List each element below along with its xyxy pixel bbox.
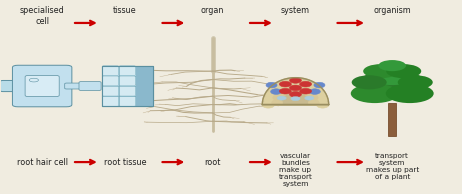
Ellipse shape <box>280 81 292 87</box>
Ellipse shape <box>298 81 311 87</box>
Text: tissue: tissue <box>113 6 137 15</box>
Ellipse shape <box>307 95 318 101</box>
FancyBboxPatch shape <box>12 65 72 107</box>
Ellipse shape <box>299 87 310 93</box>
Text: specialised
cell: specialised cell <box>20 6 65 26</box>
FancyBboxPatch shape <box>65 83 84 89</box>
Ellipse shape <box>276 90 287 96</box>
Text: root tissue: root tissue <box>104 158 146 167</box>
Text: vascular
bundles
make up
transport
system: vascular bundles make up transport syste… <box>279 153 312 187</box>
Ellipse shape <box>290 78 302 83</box>
Ellipse shape <box>274 83 286 90</box>
Ellipse shape <box>280 81 292 87</box>
Text: transport
system
makes up part
of a plant: transport system makes up part of a plan… <box>365 153 419 180</box>
Circle shape <box>398 75 433 89</box>
Circle shape <box>358 70 427 98</box>
Circle shape <box>367 65 418 85</box>
Ellipse shape <box>290 92 302 97</box>
Ellipse shape <box>309 89 320 94</box>
Ellipse shape <box>314 82 325 88</box>
Ellipse shape <box>273 95 284 101</box>
Ellipse shape <box>266 82 277 88</box>
Ellipse shape <box>313 91 326 98</box>
Ellipse shape <box>310 86 322 94</box>
Ellipse shape <box>304 90 315 96</box>
Ellipse shape <box>269 86 281 94</box>
Ellipse shape <box>292 79 305 86</box>
FancyBboxPatch shape <box>103 66 118 76</box>
Circle shape <box>363 64 398 78</box>
Ellipse shape <box>316 101 329 108</box>
FancyBboxPatch shape <box>25 75 59 97</box>
Ellipse shape <box>287 85 298 91</box>
Ellipse shape <box>290 85 302 91</box>
Ellipse shape <box>272 100 283 106</box>
FancyBboxPatch shape <box>119 66 135 76</box>
Ellipse shape <box>262 96 275 103</box>
FancyBboxPatch shape <box>0 81 31 92</box>
Ellipse shape <box>291 97 300 101</box>
Ellipse shape <box>281 87 292 93</box>
FancyBboxPatch shape <box>103 96 118 106</box>
FancyBboxPatch shape <box>103 86 118 96</box>
Text: system: system <box>281 6 310 15</box>
Ellipse shape <box>286 79 298 86</box>
Ellipse shape <box>305 96 314 100</box>
Circle shape <box>378 60 406 71</box>
FancyBboxPatch shape <box>103 76 118 86</box>
FancyBboxPatch shape <box>119 96 135 106</box>
Bar <box>102 66 153 107</box>
Ellipse shape <box>293 85 304 91</box>
Text: root: root <box>204 158 221 167</box>
Ellipse shape <box>262 101 275 108</box>
FancyBboxPatch shape <box>119 76 135 86</box>
Bar <box>136 66 153 107</box>
Text: organism: organism <box>373 6 411 15</box>
Circle shape <box>386 84 434 103</box>
Polygon shape <box>262 78 328 105</box>
Ellipse shape <box>300 88 311 94</box>
Ellipse shape <box>300 81 311 87</box>
Circle shape <box>351 84 399 103</box>
FancyBboxPatch shape <box>79 81 101 90</box>
Ellipse shape <box>277 96 286 100</box>
Text: organ: organ <box>201 6 224 15</box>
FancyBboxPatch shape <box>119 86 135 96</box>
Ellipse shape <box>280 88 292 94</box>
Bar <box>388 103 396 136</box>
Ellipse shape <box>304 83 317 90</box>
Ellipse shape <box>316 96 328 103</box>
Ellipse shape <box>271 89 282 94</box>
Ellipse shape <box>265 91 278 98</box>
Bar <box>102 66 153 107</box>
Text: root hair cell: root hair cell <box>17 158 67 167</box>
Circle shape <box>352 75 387 89</box>
Circle shape <box>29 78 38 82</box>
Circle shape <box>386 64 421 78</box>
Ellipse shape <box>308 100 319 106</box>
